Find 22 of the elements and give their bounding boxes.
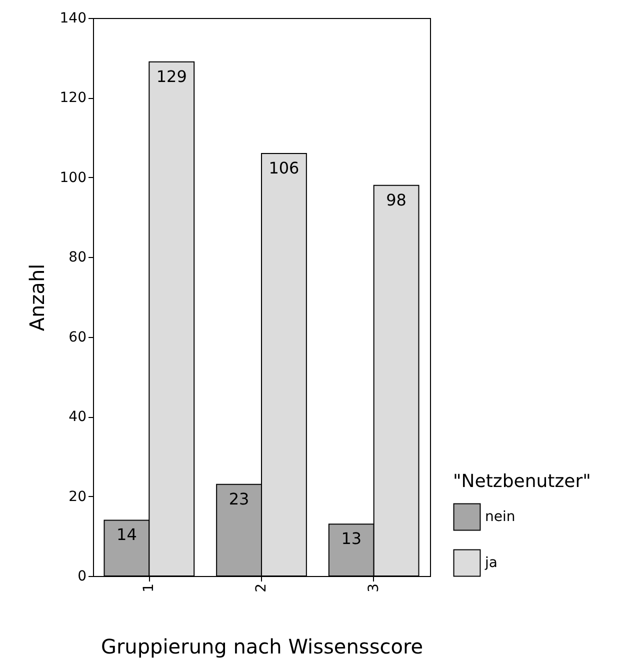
legend-label: nein bbox=[485, 509, 516, 525]
legend-title: "Netzbenutzer" bbox=[453, 471, 591, 492]
data-label: 13 bbox=[341, 529, 362, 548]
data-label: 98 bbox=[386, 190, 406, 210]
data-label: 23 bbox=[228, 489, 250, 508]
y-axis-title: Anzahl bbox=[24, 264, 49, 332]
legend-label: ja bbox=[484, 555, 498, 571]
y-tick-label: 60 bbox=[68, 329, 86, 346]
x-tick-label: 1 bbox=[141, 584, 158, 592]
y-tick-label: 140 bbox=[60, 10, 86, 26]
data-label: 129 bbox=[156, 66, 187, 86]
y-tick-label: 100 bbox=[60, 170, 86, 186]
y-tick-label: 20 bbox=[68, 488, 86, 505]
x-axis-title: Gruppierung nach Wissensscore bbox=[100, 634, 424, 658]
y-tick-label: 0 bbox=[78, 568, 86, 584]
x-tick-label: 3 bbox=[366, 584, 382, 592]
y-tick-label: 120 bbox=[60, 90, 86, 106]
y-tick-label: 80 bbox=[68, 250, 86, 266]
data-label: 14 bbox=[116, 525, 137, 544]
y-tick-label: 40 bbox=[68, 409, 86, 426]
x-tick-label: 2 bbox=[254, 584, 270, 592]
data-label: 106 bbox=[268, 158, 300, 178]
